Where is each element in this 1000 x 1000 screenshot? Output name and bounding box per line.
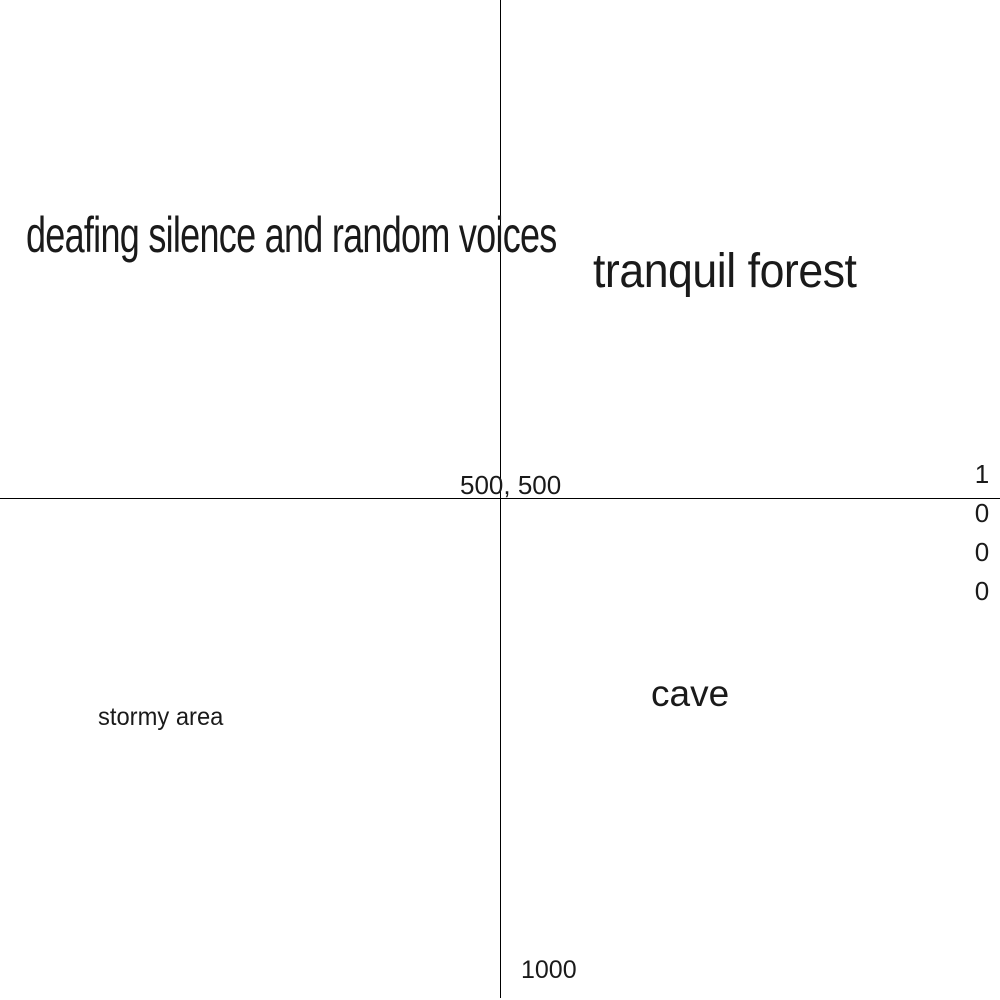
region-label-bottom-left: stormy area xyxy=(98,703,224,731)
bottom-axis-label: 1000 xyxy=(521,956,577,984)
center-coordinate-label: 500, 500 xyxy=(460,470,562,500)
vertical-axis xyxy=(500,0,501,998)
region-label-bottom-right: cave xyxy=(651,673,730,714)
right-axis-label: 1000 xyxy=(974,459,990,606)
region-label-top-left: deafing silence and random voices xyxy=(26,207,557,263)
region-label-top-right: tranquil forest xyxy=(593,245,857,298)
